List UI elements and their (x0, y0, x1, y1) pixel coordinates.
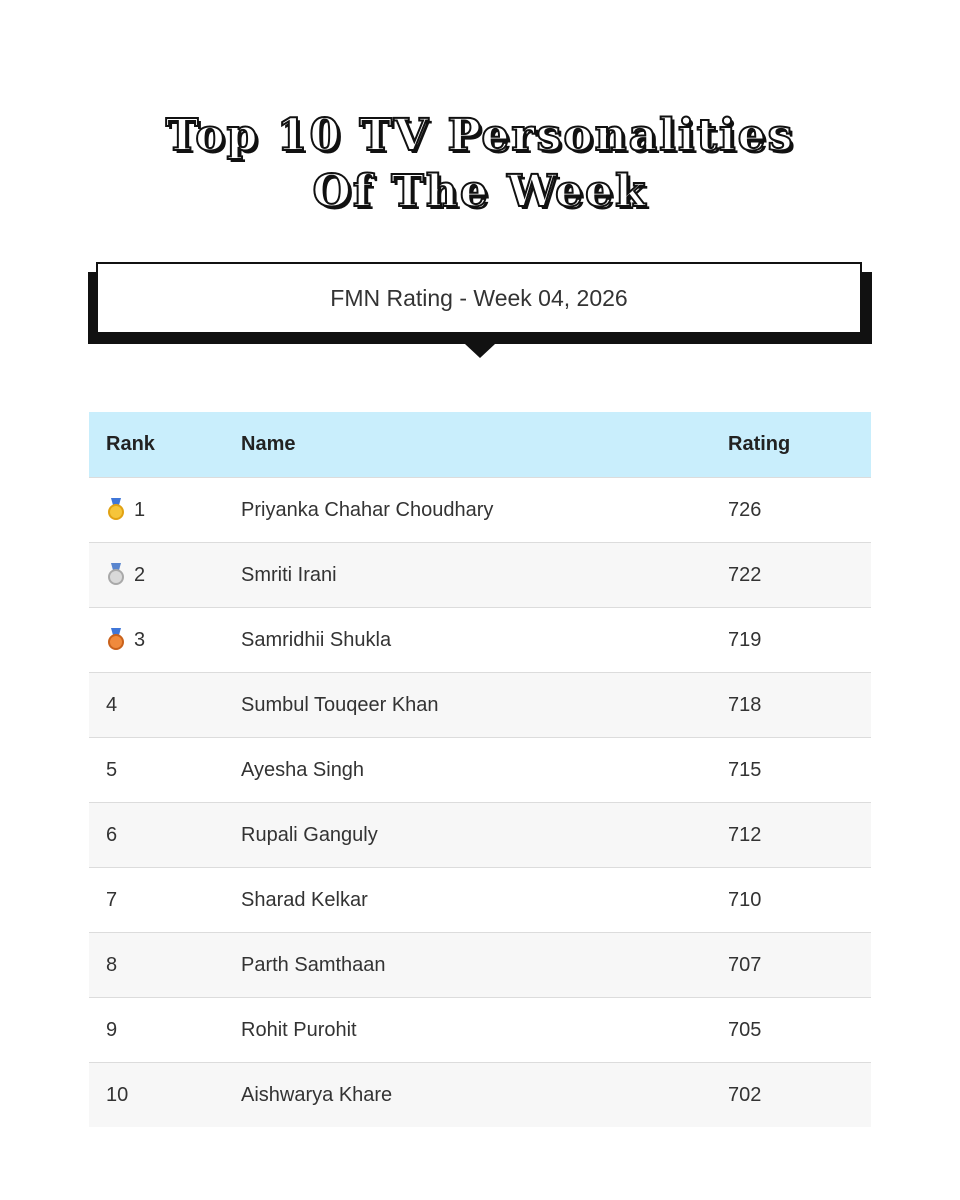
rank-cell: 2 (89, 542, 241, 608)
header-name: Name (241, 412, 728, 478)
name-cell: Priyanka Chahar Choudhary (241, 477, 728, 543)
title-line-2: Of The Week (312, 165, 648, 218)
rating-cell: 702 (728, 1062, 871, 1127)
rating-cell: 719 (728, 607, 871, 673)
rank-cell: 5 (89, 737, 241, 803)
name-cell: Rohit Purohit (241, 997, 728, 1063)
rank-cell: 6 (89, 802, 241, 868)
rank-cell: 9 (89, 997, 241, 1063)
banner-label: FMN Rating - Week 04, 2026 (96, 262, 862, 334)
rating-banner: FMN Rating - Week 04, 2026 (88, 262, 872, 358)
rank-cell: 8 (89, 932, 241, 998)
name-cell: Rupali Ganguly (241, 802, 728, 868)
header-rank: Rank (89, 412, 241, 478)
rank-cell: 7 (89, 867, 241, 933)
table-row: 6 Rupali Ganguly 712 (89, 802, 871, 868)
name-cell: Sumbul Touqeer Khan (241, 672, 728, 738)
rank-value: 2 (134, 564, 146, 586)
rating-cell: 705 (728, 997, 871, 1063)
gold-medal-icon (106, 498, 126, 520)
bronze-medal-icon (106, 628, 126, 650)
ratings-table: Rank Name Rating 1 Priyanka Chahar Choud… (89, 412, 871, 1127)
rating-cell: 726 (728, 477, 871, 543)
rating-cell: 707 (728, 932, 871, 998)
name-cell: Parth Samthaan (241, 932, 728, 998)
rating-cell: 718 (728, 672, 871, 738)
banner-pointer-icon (465, 344, 495, 358)
title-line-1: Top 10 TV Personalities (165, 109, 795, 162)
name-cell: Ayesha Singh (241, 737, 728, 803)
name-cell: Aishwarya Khare (241, 1062, 728, 1127)
table-row: 1 Priyanka Chahar Choudhary 726 (89, 477, 871, 543)
table-row: 3 Samridhii Shukla 719 (89, 607, 871, 673)
page-title: Top 10 TV Personalities Of The Week (0, 108, 960, 220)
rank-value: 1 (134, 499, 146, 521)
rank-value: 3 (134, 629, 146, 651)
name-cell: Samridhii Shukla (241, 607, 728, 673)
table-row: 7 Sharad Kelkar 710 (89, 867, 871, 933)
silver-medal-icon (106, 563, 126, 585)
name-cell: Sharad Kelkar (241, 867, 728, 933)
table-row: 4 Sumbul Touqeer Khan 718 (89, 672, 871, 738)
table-row: 10 Aishwarya Khare 702 (89, 1062, 871, 1127)
table-row: 2 Smriti Irani 722 (89, 542, 871, 608)
rank-cell: 1 (89, 477, 241, 543)
rank-cell: 10 (89, 1062, 241, 1127)
rating-cell: 715 (728, 737, 871, 803)
table-header-row: Rank Name Rating (89, 412, 871, 478)
rating-cell: 712 (728, 802, 871, 868)
rank-cell: 3 (89, 607, 241, 673)
name-cell: Smriti Irani (241, 542, 728, 608)
rank-cell: 4 (89, 672, 241, 738)
rating-cell: 710 (728, 867, 871, 933)
table-row: 5 Ayesha Singh 715 (89, 737, 871, 803)
table-row: 8 Parth Samthaan 707 (89, 932, 871, 998)
header-rating: Rating (728, 412, 871, 478)
rating-cell: 722 (728, 542, 871, 608)
table-row: 9 Rohit Purohit 705 (89, 997, 871, 1063)
